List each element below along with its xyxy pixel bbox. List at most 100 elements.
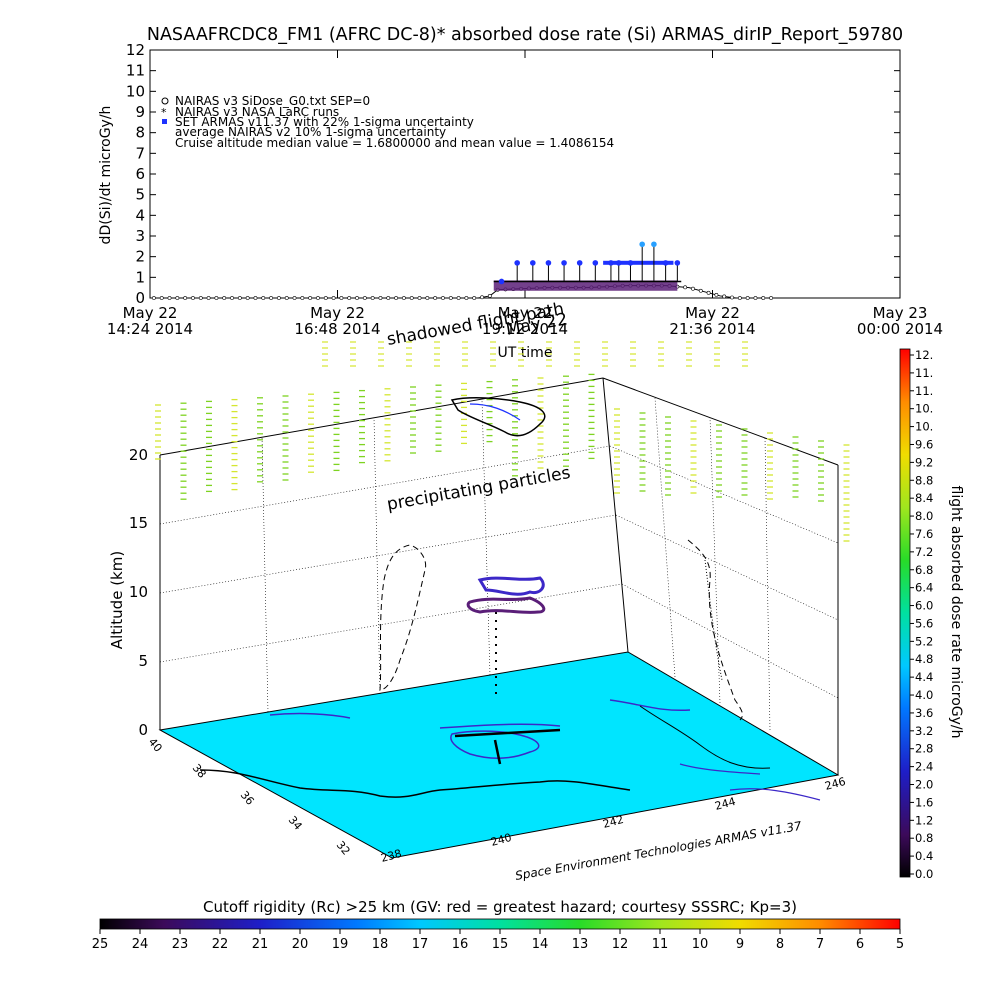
data-point-nairas bbox=[378, 296, 383, 300]
flight-path-3d: 0 5 10 15 20 Altitude (km) 40 38 36 34 3… bbox=[108, 299, 850, 883]
legend-marker-star: * bbox=[161, 106, 167, 119]
y-tick-label: 7 bbox=[135, 144, 145, 162]
data-point-nairas bbox=[347, 296, 352, 300]
data-point-nairas bbox=[487, 294, 492, 298]
data-point-nairas bbox=[198, 296, 203, 300]
colorbar-bottom-label: Cutoff rigidity (Rc) >25 km (GV: red = g… bbox=[203, 898, 797, 916]
colorbar-bottom-tick-label: 24 bbox=[132, 937, 149, 952]
colorbar-bottom-tick-label: 12 bbox=[612, 937, 629, 952]
legend-marker-square bbox=[162, 119, 167, 124]
colorbar-right-tick-label: 0.4 bbox=[915, 849, 933, 863]
data-point-armas bbox=[576, 260, 583, 266]
colorbar-bottom-tick-label: 15 bbox=[492, 937, 509, 952]
y-tick-label: 11 bbox=[126, 62, 145, 80]
longitude-tick-label: 246 bbox=[823, 775, 847, 793]
colorbar-right-tick-label: 6.4 bbox=[915, 581, 933, 595]
data-point-nairas bbox=[417, 296, 422, 300]
armas-band bbox=[603, 260, 674, 265]
x-tick-time: 19:12 2014 bbox=[482, 320, 568, 338]
coastline-contour bbox=[639, 705, 771, 769]
data-point-armas bbox=[530, 260, 536, 266]
x-tick-date: May 22 bbox=[310, 304, 365, 322]
legend-label: SET ARMAS v11.37 with 22% 1-sigma uncert… bbox=[175, 115, 474, 129]
data-point-armas bbox=[639, 241, 645, 248]
nairas-v2-band bbox=[493, 280, 678, 291]
y-tick-label: 9 bbox=[135, 103, 145, 121]
colorbar-bottom-tick-label: 9 bbox=[736, 937, 744, 952]
y-axis-label: dD(Si)/dt microGy/h bbox=[98, 106, 114, 245]
data-point-nairas bbox=[277, 296, 281, 300]
colorbar-right-tick-label: 1.6 bbox=[915, 795, 933, 809]
data-point-nairas bbox=[323, 296, 328, 300]
colorbar-bottom-tick-label: 16 bbox=[452, 937, 469, 952]
data-point-nairas bbox=[448, 296, 453, 300]
data-point-nairas bbox=[284, 296, 289, 300]
flight-path-segment bbox=[469, 403, 521, 421]
annotation-precipitating-particles: precipitating particles bbox=[385, 463, 572, 515]
colorbar-right-tick-label: 2.0 bbox=[915, 778, 933, 792]
footer-credit: Space Environment Technologies ARMAS v11… bbox=[514, 819, 803, 883]
data-point-nairas bbox=[433, 296, 438, 300]
data-point-nairas bbox=[237, 296, 242, 300]
colorbar-right-tick-label: 11. bbox=[915, 384, 933, 398]
colorbar-right-tick-label: 0.8 bbox=[915, 831, 933, 845]
legend-marker-diamond bbox=[161, 97, 169, 105]
colorbar-bottom-tick-label: 22 bbox=[212, 937, 229, 952]
coastline-contour bbox=[679, 763, 821, 801]
legend-item: NAIRAS v3 SiDose_G0.txt SEP=0 bbox=[161, 94, 370, 108]
data-point-nairas bbox=[722, 294, 727, 299]
colorbar-right-tick-label: 9.2 bbox=[915, 455, 933, 469]
data-point-nairas bbox=[300, 296, 305, 300]
data-point-nairas bbox=[292, 296, 297, 300]
data-point-nairas bbox=[355, 296, 359, 300]
data-point-nairas bbox=[362, 296, 367, 300]
data-point-nairas bbox=[386, 296, 391, 300]
flight-path-cruise bbox=[450, 397, 546, 614]
colorbar-right-tick-label: 2.4 bbox=[915, 760, 933, 774]
legend-label: NAIRAS v3 NASA LaRC runs bbox=[175, 105, 339, 119]
colorbar-bottom-tick-label: 8 bbox=[776, 937, 784, 952]
longitude-tick-label: 242 bbox=[601, 813, 625, 831]
y-tick-label: 0 bbox=[135, 289, 145, 307]
data-point-nairas bbox=[456, 296, 461, 300]
altitude-tick-label: 10 bbox=[129, 583, 148, 601]
colorbar-bottom-tick-label: 20 bbox=[292, 937, 309, 952]
data-point-armas bbox=[561, 260, 567, 266]
colorbar-right-tick-label: 1.2 bbox=[915, 813, 933, 827]
data-point-nairas bbox=[308, 296, 313, 300]
colorbar-right-tick-label: 4.8 bbox=[915, 652, 933, 666]
latitude-tick-label: 40 bbox=[146, 736, 165, 755]
dose-rate-colorbar: 12. 11. 11. 10. 10. 9.6 9.2 8.8 8.4 8.0 7.6 7.2 6.8 6… bbox=[899, 348, 964, 881]
data-point-nairas bbox=[706, 290, 711, 295]
x-tick-date: May 22 bbox=[123, 304, 178, 322]
y-tick-label: 3 bbox=[135, 227, 145, 245]
data-point-armas bbox=[608, 260, 614, 266]
data-point-nairas bbox=[480, 295, 484, 300]
colorbar-bottom-tick-label: 25 bbox=[92, 937, 109, 952]
colorbar-right-ticks: 12. 11. 11. 10. 10. 9.6 9.2 8.8 8.4 8.0 7.6 7.2 6.8 6… bbox=[910, 348, 933, 881]
data-point-nairas bbox=[402, 296, 406, 300]
colorbar-right-tick-label: 2.8 bbox=[915, 742, 933, 756]
y-tick-label: 4 bbox=[135, 206, 145, 224]
longitude-tick-label: 244 bbox=[713, 795, 737, 813]
colorbar-right-tick-label: 7.6 bbox=[915, 527, 933, 541]
data-point-nairas bbox=[683, 285, 688, 290]
shadow-curtain-left bbox=[379, 544, 427, 691]
latitude-tick-label: 34 bbox=[286, 814, 305, 833]
colorbar-bottom-tick-label: 5 bbox=[896, 937, 904, 952]
data-point-nairas bbox=[331, 296, 336, 300]
x-axis-label: UT time bbox=[498, 345, 553, 361]
x-tick-time: 14:24 2014 bbox=[107, 320, 193, 338]
x-tick-time: 21:36 2014 bbox=[669, 320, 755, 338]
shadow-curtain-right-inner bbox=[704, 559, 723, 681]
plot-frame bbox=[149, 49, 901, 299]
colorbar-right-tick-label: 5.6 bbox=[915, 616, 933, 630]
altitude-axis-label: Altitude (km) bbox=[108, 551, 126, 649]
precipitating-particles-field bbox=[155, 341, 850, 542]
data-point-nairas bbox=[191, 296, 195, 300]
data-point-armas bbox=[662, 260, 669, 266]
longitude-ticks: 238 240 242 244 246 bbox=[379, 775, 847, 865]
data-point-nairas bbox=[425, 296, 430, 300]
x-tick-date: May 22 bbox=[685, 304, 740, 322]
